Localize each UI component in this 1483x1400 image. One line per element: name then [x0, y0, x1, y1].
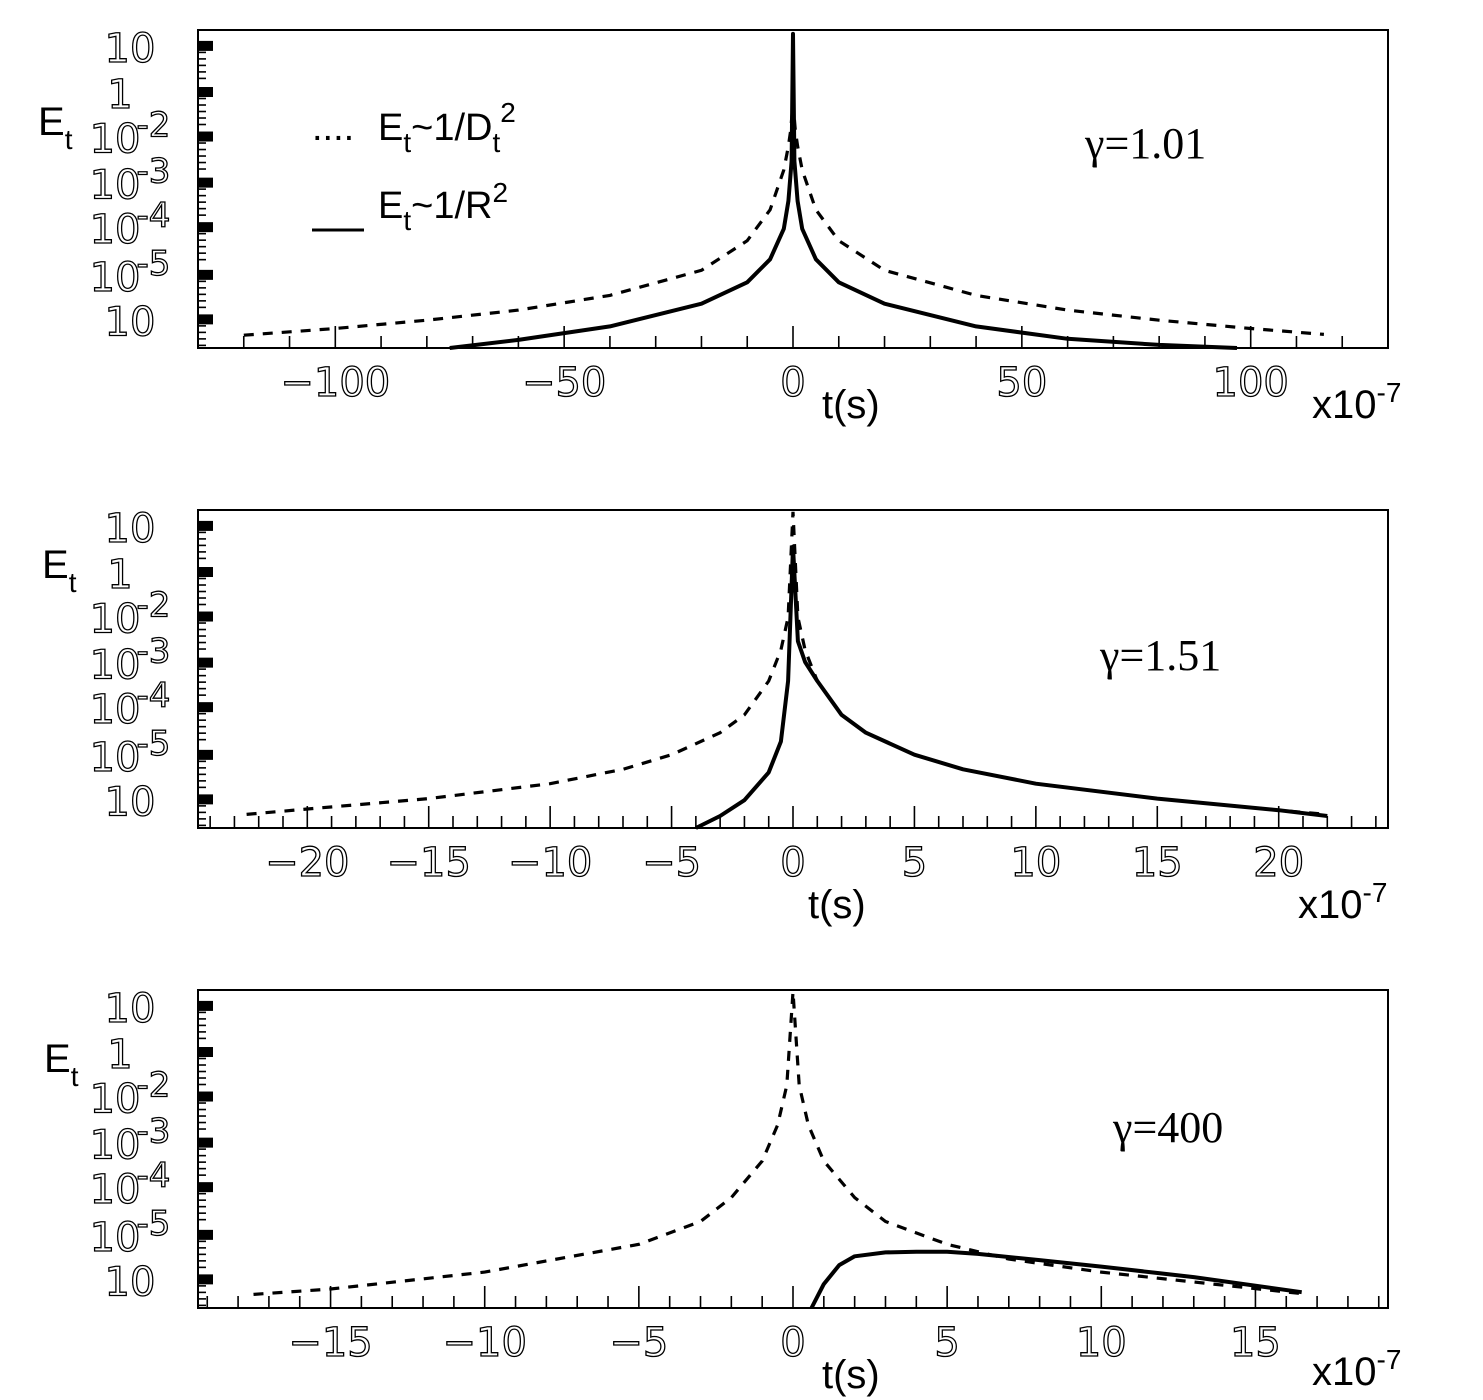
x-multiplier: x10-7	[1298, 877, 1387, 927]
x-tick-label: −5	[642, 840, 701, 886]
legend: .... Et~1/Dt2 Et~1/R2	[312, 97, 516, 236]
gamma-annotation: γ=1.51	[1099, 631, 1221, 680]
x-axis-label: t(s)	[822, 1353, 880, 1397]
y-axis-label: Et	[38, 100, 73, 155]
x-tick-label: −15	[288, 1320, 372, 1366]
y-major-tick	[198, 1274, 213, 1285]
x-tick-label: −15	[387, 840, 471, 886]
x-tick-label: 10	[1010, 840, 1061, 886]
y-major-tick	[198, 40, 213, 51]
y-major-tick	[198, 1182, 213, 1193]
x-tick-label: 100	[1213, 360, 1289, 406]
y-tick-label: 10	[105, 779, 156, 825]
y-major-tick	[198, 567, 213, 578]
y-major-tick	[198, 611, 213, 622]
y-axis-label: Et	[42, 543, 77, 598]
x-tick-label: 0	[780, 1320, 805, 1366]
x-tick-label: 5	[902, 840, 927, 886]
y-major-tick	[198, 1047, 213, 1058]
x-tick-label: −50	[522, 360, 606, 406]
series-line-solid	[695, 544, 1328, 830]
y-major-tick	[198, 222, 213, 233]
x-tick-label: 50	[996, 360, 1047, 406]
chart-panel-3: −15 −10 −5 0 5 10 1510110-210-310-410-510Etγ=4…	[44, 985, 1401, 1397]
x-tick-label: 15	[1230, 1320, 1281, 1366]
x-multiplier: x10-7	[1312, 377, 1401, 427]
y-tick-label: 10	[105, 26, 156, 72]
x-multiplier: x10-7	[1312, 1344, 1401, 1394]
x-tick-label: 5	[934, 1320, 959, 1366]
legend-label: Et~1/R2	[378, 177, 508, 236]
y-major-tick	[198, 749, 213, 760]
y-tick-label: 1	[107, 72, 132, 118]
x-tick-label: −5	[609, 1320, 668, 1366]
gamma-annotation: γ=400	[1112, 1103, 1223, 1152]
x-tick-label: −10	[508, 840, 592, 886]
y-axis-label: Et	[44, 1037, 79, 1092]
x-tick-label: 15	[1132, 840, 1183, 886]
y-tick-label: 1	[107, 1032, 132, 1078]
y-major-tick	[198, 269, 213, 280]
y-major-tick	[198, 1000, 213, 1011]
series-line-dashed	[246, 511, 1328, 816]
y-major-tick	[198, 87, 213, 98]
x-axis-label: t(s)	[822, 383, 880, 427]
x-tick-label: 0	[780, 840, 805, 886]
y-tick-label: 10	[105, 986, 156, 1032]
y-tick-label: 10	[105, 299, 156, 345]
series-line-dashed	[253, 991, 1302, 1296]
x-tick-label: −10	[442, 1320, 526, 1366]
y-tick-label: 10	[105, 506, 156, 552]
chart-panel-2: −20 −15 −10 −5 0 5 10 15 2010110-210-310-410-510…	[42, 505, 1389, 927]
y-major-tick	[198, 1091, 213, 1102]
x-tick-label: 20	[1253, 840, 1304, 886]
x-tick-label: 0	[780, 360, 805, 406]
y-major-tick	[198, 1229, 213, 1240]
y-major-tick	[198, 520, 213, 531]
y-major-tick	[198, 657, 213, 668]
x-tick-label: −20	[265, 840, 349, 886]
legend-marker-dotted: ....	[312, 107, 354, 149]
series-line-solid	[809, 1249, 1302, 1309]
x-tick-label: −100	[280, 360, 390, 406]
y-major-tick	[198, 1137, 213, 1148]
x-axis-label: t(s)	[808, 883, 866, 927]
y-major-tick	[198, 794, 213, 805]
series-line-solid	[449, 31, 1238, 350]
y-major-tick	[198, 702, 213, 713]
legend-label: Et~1/Dt2	[378, 97, 516, 158]
y-major-tick	[198, 314, 213, 325]
y-tick-label: 1	[107, 552, 132, 598]
y-tick-label: 10	[105, 1259, 156, 1305]
y-major-tick	[198, 131, 213, 142]
y-major-tick	[198, 177, 213, 188]
gamma-annotation: γ=1.01	[1084, 119, 1206, 168]
x-tick-label: 10	[1076, 1320, 1127, 1366]
